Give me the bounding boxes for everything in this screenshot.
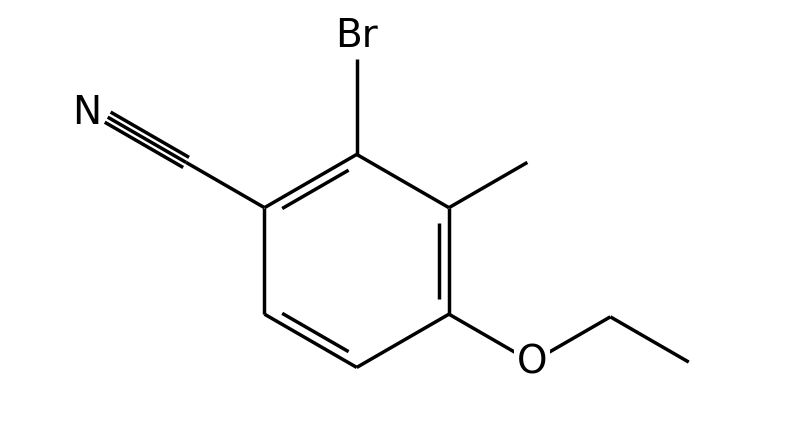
Text: O: O xyxy=(517,343,547,381)
Text: Br: Br xyxy=(335,17,378,55)
Text: N: N xyxy=(72,95,101,132)
